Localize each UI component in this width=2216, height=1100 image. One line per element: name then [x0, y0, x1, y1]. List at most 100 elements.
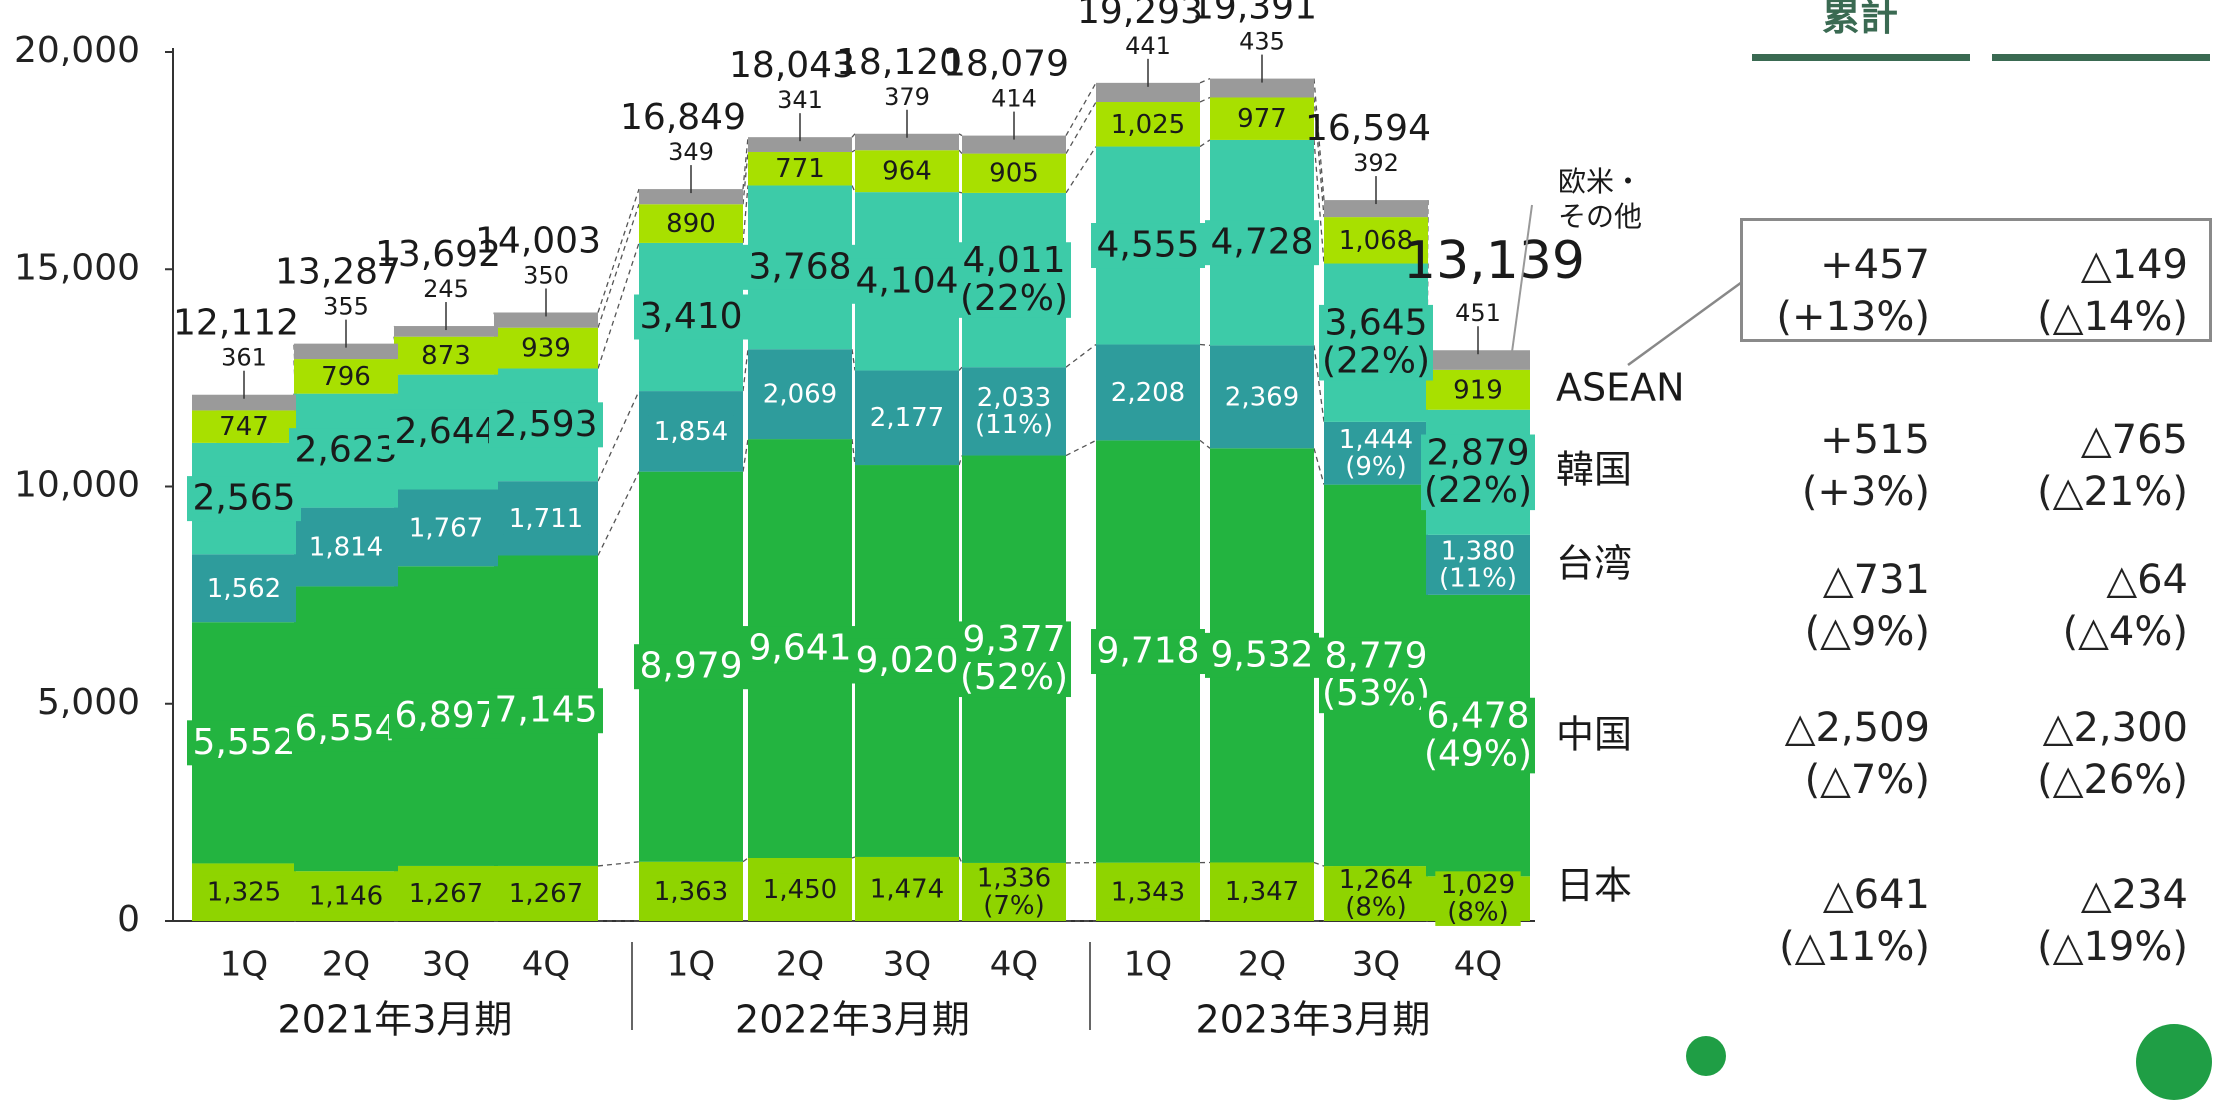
legend-label: 台湾 — [1556, 542, 1632, 586]
legend-label: 韓国 — [1556, 448, 1632, 492]
segment-value-label: 2,565 — [192, 478, 295, 519]
segment-value-label: 919 — [1453, 375, 1503, 405]
segment-value-label: 7,145 — [494, 690, 597, 731]
decorative-circle — [2136, 1024, 2212, 1100]
comparison-pct: (△19%) — [2037, 922, 2188, 972]
x-tick-label: 2Q — [322, 945, 370, 985]
connector-line — [959, 857, 962, 863]
segment-value-label: 5,552 — [192, 722, 295, 763]
segment-value-label: 4,011 — [962, 240, 1065, 281]
other-value-label: 355 — [323, 293, 369, 321]
comparison-pct: (△26%) — [2037, 755, 2188, 805]
segment-pct-label: (22%) — [1322, 341, 1430, 382]
y-tick-label: 5,000 — [37, 682, 140, 723]
segment-value-label: 2,879 — [1426, 432, 1529, 473]
connector-line — [598, 862, 639, 866]
segment-value-label: 4,104 — [855, 260, 958, 301]
segment-value-label: 4,555 — [1096, 225, 1199, 266]
period-label: 2022年3月期 — [735, 998, 970, 1042]
comparison-value: △765 — [2081, 415, 2188, 465]
connector-line — [743, 137, 748, 189]
comparison-pct: (△9%) — [1805, 607, 1930, 657]
segment-value-label: 1,767 — [409, 513, 483, 543]
comparison-pct: (△4%) — [2063, 607, 2188, 657]
segment-value-label: 9,641 — [748, 628, 851, 669]
decorative-circle — [1686, 1036, 1726, 1076]
connector-line — [743, 349, 748, 391]
segment-value-label: 2,208 — [1111, 378, 1185, 408]
comparison-value: △641 — [1823, 870, 1930, 920]
y-tick-label: 0 — [117, 899, 140, 940]
total-label: 16,594 — [1305, 108, 1431, 149]
segment-value-label: 873 — [421, 341, 471, 371]
segment-value-label: 6,897 — [394, 695, 497, 736]
comparison-value: +515 — [1820, 415, 1930, 465]
segment-value-label: 9,020 — [855, 640, 958, 681]
other-value-label: 349 — [668, 138, 714, 166]
asean-leader — [1628, 282, 1742, 365]
period-label: 2023年3月期 — [1196, 998, 1431, 1042]
segment-value-label: 4,728 — [1210, 222, 1313, 263]
total-label: 12,112 — [173, 303, 299, 344]
legend-label: 中国 — [1556, 713, 1632, 757]
x-tick-label: 3Q — [883, 945, 931, 985]
other-value-label: 361 — [221, 344, 267, 372]
other-value-label: 414 — [991, 85, 1037, 113]
other-value-label: 379 — [884, 83, 930, 111]
x-tick-label: 2Q — [776, 945, 824, 985]
cumulative-header: 累計 — [1750, 0, 1970, 41]
comparison-value: △149 — [2081, 240, 2188, 290]
segment-value-label: 3,768 — [748, 246, 851, 287]
segment-pct-label: (52%) — [960, 657, 1068, 698]
segment-pct-label: (53%) — [1322, 673, 1430, 714]
segment-value-label: 1,474 — [870, 874, 944, 904]
segment-pct-label: (49%) — [1424, 733, 1532, 774]
segment-value-label: 9,532 — [1210, 634, 1313, 675]
connector-line — [959, 192, 962, 193]
x-tick-label: 4Q — [522, 945, 570, 985]
segment-value-label: 1,450 — [763, 875, 837, 905]
segment-value-label: 1,336 — [977, 863, 1051, 893]
connector-line — [852, 857, 855, 858]
y-tick-label: 15,000 — [14, 247, 140, 288]
comparison-value: △731 — [1823, 555, 1930, 605]
connector-line — [1200, 440, 1210, 448]
connector-line — [1200, 140, 1210, 147]
connector-line — [852, 134, 855, 137]
connector-line — [1314, 448, 1324, 484]
segment-value-label: 6,554 — [294, 708, 397, 749]
period-label: 2021年3月期 — [278, 998, 513, 1042]
segment-value-label: 2,644 — [394, 411, 497, 452]
connector-line — [1066, 344, 1096, 367]
segment-value-label: 2,593 — [494, 404, 597, 445]
connector-line — [598, 391, 639, 481]
comparison-pct: (△14%) — [2037, 292, 2188, 342]
connector-line — [743, 858, 748, 862]
x-tick-label: 3Q — [422, 945, 470, 985]
connector-line — [959, 367, 962, 370]
segment-value-label: 1,363 — [654, 877, 728, 907]
segment-value-label: 890 — [666, 209, 716, 239]
segment-pct-label: (7%) — [983, 891, 1045, 921]
other-value-label: 441 — [1125, 32, 1171, 60]
header-underline-1 — [1752, 54, 1970, 61]
segment-value-label: 964 — [882, 157, 932, 187]
segment-pct-label: (11%) — [1439, 564, 1517, 594]
segment-value-label: 2,033 — [977, 383, 1051, 413]
comparison-pct: (△7%) — [1805, 755, 1930, 805]
segment-value-label: 905 — [989, 159, 1039, 189]
segment-pct-label: (9%) — [1345, 452, 1407, 482]
segment-value-label: 1,562 — [207, 574, 281, 604]
comparison-pct: (+13%) — [1776, 292, 1930, 342]
connector-line — [598, 243, 639, 369]
segment-value-label: 8,979 — [639, 646, 742, 687]
comparison-pct: (△21%) — [2037, 467, 2188, 517]
connector-line — [1200, 79, 1210, 83]
segment-value-label: 1,146 — [309, 882, 383, 912]
segment-value-label: 9,718 — [1096, 631, 1199, 672]
connector-line — [852, 439, 855, 465]
x-tick-label: 1Q — [220, 945, 268, 985]
segment-value-label: 2,369 — [1225, 382, 1299, 412]
segment-value-label: 6,478 — [1426, 696, 1529, 737]
total-label: 14,003 — [475, 220, 601, 261]
